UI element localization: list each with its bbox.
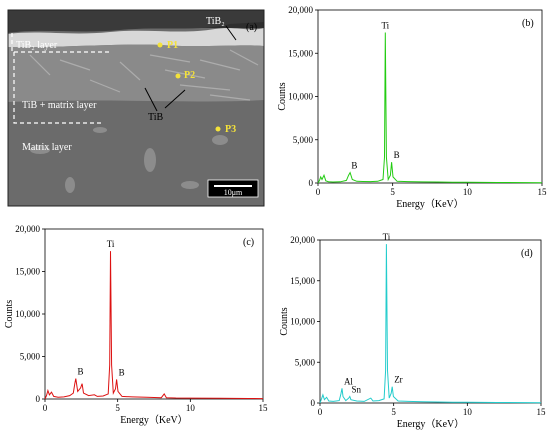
tib-arrows-label: TiB	[148, 112, 164, 123]
x-axis-label: Energy（KeV）	[397, 418, 465, 430]
point-p2	[175, 73, 181, 79]
peak-label-sn: Sn	[351, 384, 361, 394]
y-tick-label: 0	[309, 178, 314, 188]
y-tick-label: 0	[311, 398, 316, 408]
peak-label-al: Al	[344, 376, 353, 386]
peak-label-ti: Ti	[383, 232, 391, 242]
y-axis-label: Counts	[279, 307, 290, 335]
x-tick-label: 5	[115, 403, 120, 413]
x-tick-label: 0	[43, 403, 48, 413]
x-tick-label: 10	[186, 403, 196, 413]
y-tick-label: 5,000	[295, 357, 316, 367]
x-tick-label: 5	[390, 187, 395, 197]
scale-bar-label: 10μm	[224, 188, 243, 197]
matrix-layer-label: Matrix layer	[22, 142, 72, 153]
y-tick-label: 10,000	[288, 92, 313, 102]
x-tick-label: 15	[538, 187, 548, 197]
peak-label-ti: Ti	[382, 20, 390, 30]
tib2-layer-label: TiB₂ layer	[16, 40, 58, 51]
sem-image-panel: TiB₂ layer TiB + matrix layer Matrix lay…	[7, 9, 265, 207]
panel-label: (c)	[243, 237, 254, 248]
peak-label-ti: Ti	[107, 239, 115, 249]
y-tick-label: 15,000	[290, 276, 315, 286]
x-tick-label: 0	[316, 187, 321, 197]
x-tick-label: 10	[463, 407, 473, 417]
scale-bar-box	[207, 179, 259, 198]
y-tick-label: 20,000	[288, 5, 313, 15]
y-tick-label: 15,000	[288, 48, 313, 58]
y-tick-label: 20,000	[15, 224, 40, 234]
spectrum-line	[319, 244, 542, 404]
plot-frame	[319, 239, 542, 404]
eds-chart-1: 0 5 10 15 0 5,000 10,000 15,000 20,000 Energy（KeV…	[277, 5, 547, 210]
tib-arrow-1	[144, 87, 158, 112]
peak-label-b: B	[394, 150, 400, 160]
tib-arrow-2	[164, 89, 186, 109]
panel-label: (d)	[521, 248, 533, 259]
plot-frame	[317, 9, 543, 184]
x-tick-label: 15	[537, 407, 547, 417]
eds-spectra: 0 5 10 15 0 5,000 10,000 15,000 20,000 Energy（KeV…	[4, 5, 547, 430]
y-axis-label: Counts	[277, 82, 288, 110]
tib2-top-label: TiB₂	[206, 16, 225, 27]
point-p3	[215, 126, 221, 132]
point-p1-label: P1	[167, 40, 178, 51]
eds-chart-2: 0 5 10 15 0 5,000 10,000 15,000 20,000 Energy（KeV…	[4, 224, 268, 426]
x-tick-label: 0	[318, 407, 323, 417]
point-p1	[157, 42, 163, 48]
point-p2-label: P2	[184, 70, 195, 81]
y-tick-label: 10,000	[290, 317, 315, 327]
peak-label-b: B	[351, 161, 357, 171]
point-p3-label: P3	[225, 124, 236, 135]
y-tick-label: 0	[36, 394, 41, 404]
tib2-coating-band	[8, 28, 264, 48]
x-axis-label: Energy（KeV）	[120, 414, 188, 426]
tib-matrix-layer-label: TiB + matrix layer	[22, 100, 97, 111]
y-tick-label: 5,000	[293, 135, 314, 145]
x-tick-label: 5	[391, 407, 396, 417]
tib2-arrow	[225, 25, 237, 41]
y-tick-label: 15,000	[15, 267, 40, 277]
sem-panel-label: (a)	[246, 22, 257, 33]
peak-label-b: B	[119, 367, 125, 377]
y-tick-label: 20,000	[290, 235, 315, 245]
panel-label: (b)	[522, 18, 534, 29]
eds-chart-3: 0 5 10 15 0 5,000 10,000 15,000 20,000 Energy（KeV…	[279, 232, 546, 430]
x-axis-label: Energy（KeV）	[396, 198, 464, 210]
y-tick-label: 10,000	[15, 309, 40, 319]
peak-label-b: B	[78, 367, 84, 377]
x-tick-label: 15	[259, 403, 269, 413]
peak-label-zr: Zr	[394, 375, 403, 385]
y-axis-label: Counts	[4, 300, 15, 328]
x-tick-label: 10	[463, 187, 473, 197]
y-tick-label: 5,000	[20, 352, 41, 362]
spectrum-line	[317, 32, 543, 184]
spectrum-line	[44, 251, 264, 400]
